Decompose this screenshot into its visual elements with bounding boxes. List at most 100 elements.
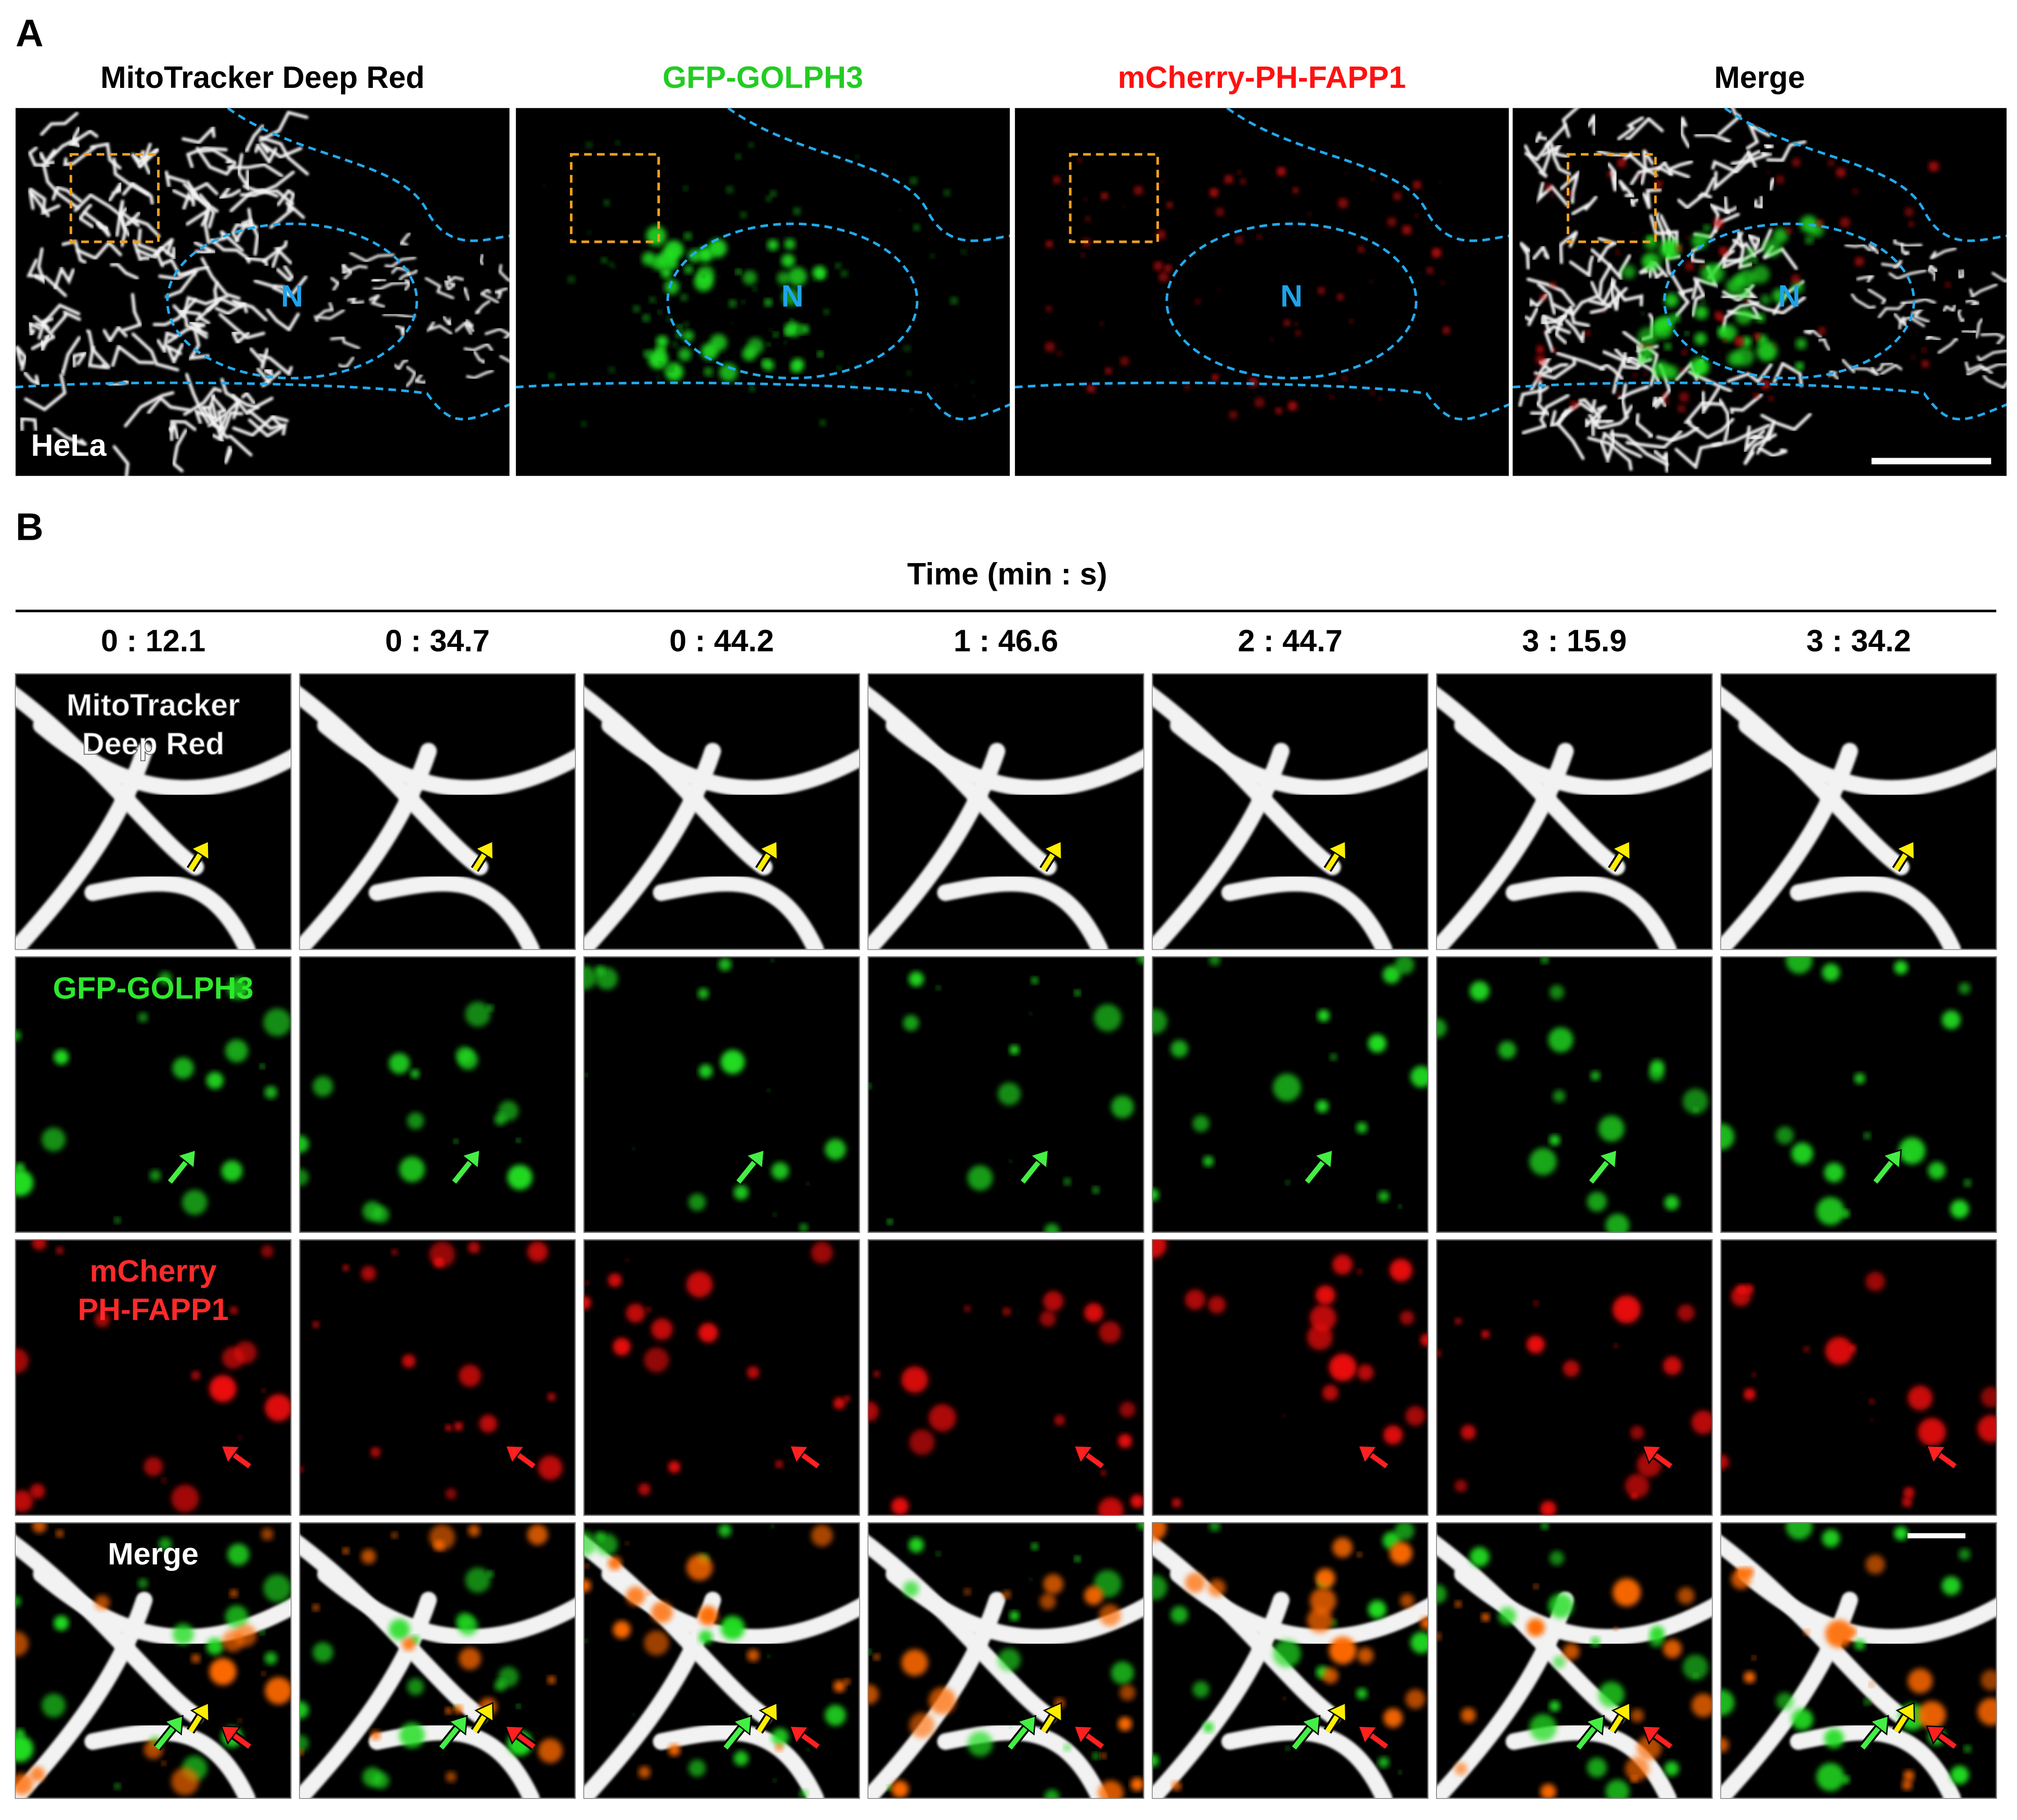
puncta-texture: [906, 371, 912, 376]
mito-texture: [1746, 121, 1771, 150]
puncta-texture: [791, 358, 804, 372]
puncta-texture: [527, 1524, 548, 1545]
mito-texture: [122, 293, 142, 332]
mito-texture: [584, 1535, 773, 1724]
micrograph: [1720, 956, 1997, 1233]
puncta-texture: [1864, 1698, 1871, 1706]
arrow-head: [1869, 1714, 1889, 1736]
puncta-texture: [1152, 1188, 1159, 1201]
puncta-texture: [868, 1649, 871, 1655]
mito-texture: [266, 308, 300, 332]
mito-texture: [300, 1535, 488, 1724]
micrograph: [1436, 673, 1713, 950]
puncta-texture: [402, 1354, 416, 1368]
puncta-texture: [1821, 963, 1840, 982]
puncta-texture: [15, 1631, 29, 1657]
puncta-texture: [1527, 1618, 1545, 1637]
puncta-texture: [1703, 224, 1711, 232]
mito-texture: [231, 223, 258, 242]
puncta-texture: [903, 345, 910, 352]
puncta-texture: [1356, 1688, 1368, 1699]
mito-texture: [1617, 116, 1644, 140]
puncta-texture: [1903, 1770, 1915, 1782]
puncta-texture: [1209, 957, 1220, 966]
puncta-texture: [697, 246, 713, 263]
puncta-texture: [1803, 1346, 1810, 1353]
puncta-texture: [967, 1165, 993, 1191]
puncta-texture: [1329, 394, 1334, 400]
arrow-head: [474, 1702, 494, 1723]
puncta-texture: [1824, 1728, 1844, 1749]
puncta-texture: [1345, 172, 1348, 175]
puncta-texture: [773, 1778, 777, 1783]
puncta-texture: [1717, 327, 1728, 337]
mito-texture: [191, 181, 219, 207]
puncta-texture: [656, 345, 666, 355]
mito-texture: [86, 329, 111, 369]
puncta-texture: [1009, 1160, 1012, 1163]
arrow-shaft: [1041, 1714, 1056, 1733]
arrow-shaft: [1020, 1160, 1041, 1184]
puncta-texture: [538, 1455, 563, 1480]
puncta-texture: [1621, 265, 1636, 279]
mito-texture: [232, 415, 289, 437]
arrow-head: [190, 1702, 210, 1723]
image-content: [1721, 1523, 1997, 1798]
micrograph: [15, 1522, 292, 1799]
puncta-texture: [584, 1073, 588, 1077]
mito-texture: [38, 151, 55, 165]
puncta-texture: [372, 1772, 389, 1789]
puncta-texture: [1454, 1762, 1467, 1775]
puncta-texture: [767, 239, 779, 251]
puncta-texture: [1792, 158, 1801, 167]
mito-texture: [227, 163, 283, 178]
puncta-texture: [1855, 257, 1864, 266]
puncta-texture: [265, 1677, 291, 1705]
puncta-texture: [468, 1524, 480, 1537]
puncta-texture: [1535, 374, 1542, 381]
arrow-shaft: [1654, 1452, 1673, 1468]
puncta-texture: [929, 1687, 956, 1715]
mito-texture: [1746, 150, 1761, 168]
arrow-head: [1357, 1725, 1378, 1745]
puncta-texture: [1958, 1548, 1971, 1561]
puncta-texture: [1751, 1656, 1756, 1660]
puncta-texture: [1540, 1784, 1556, 1798]
puncta-texture: [1894, 960, 1908, 974]
image-content: [1721, 686, 1997, 950]
arrow-shaft: [167, 1160, 188, 1184]
puncta-texture: [1942, 1010, 1961, 1030]
puncta-texture: [32, 1240, 47, 1250]
mito-texture: [1804, 329, 1823, 339]
puncta-texture: [229, 1589, 238, 1597]
image-content: [1513, 108, 2007, 473]
mito-texture: [259, 141, 303, 159]
puncta-texture: [1735, 307, 1753, 325]
mito-texture: [1653, 450, 1669, 473]
puncta-texture: [1527, 1335, 1545, 1354]
puncta-texture: [811, 1524, 833, 1546]
mito-texture: [102, 324, 128, 344]
puncta-texture: [825, 1139, 846, 1160]
arrow-shaft: [1369, 1452, 1388, 1468]
mito-texture: [262, 240, 288, 263]
puncta-texture: [784, 341, 787, 344]
puncta-texture: [1549, 1135, 1560, 1146]
puncta-texture: [158, 1537, 172, 1551]
arrow-shaft: [1609, 853, 1624, 871]
puncta-texture: [1682, 349, 1687, 355]
puncta-texture: [1046, 240, 1053, 248]
image-content: [868, 1523, 1144, 1798]
mito-texture: [112, 445, 129, 476]
puncta-texture: [1756, 341, 1777, 362]
puncta-texture: [1009, 1045, 1020, 1055]
puncta-texture: [1283, 1697, 1286, 1700]
puncta-texture: [361, 1266, 376, 1281]
mito-texture: [1964, 361, 1993, 374]
mito-texture: [172, 428, 188, 473]
puncta-texture: [1094, 1004, 1122, 1032]
puncta-texture: [1152, 1575, 1167, 1600]
puncta-texture: [747, 1366, 760, 1379]
puncta-texture: [929, 1404, 956, 1432]
mito-texture: [368, 875, 540, 950]
